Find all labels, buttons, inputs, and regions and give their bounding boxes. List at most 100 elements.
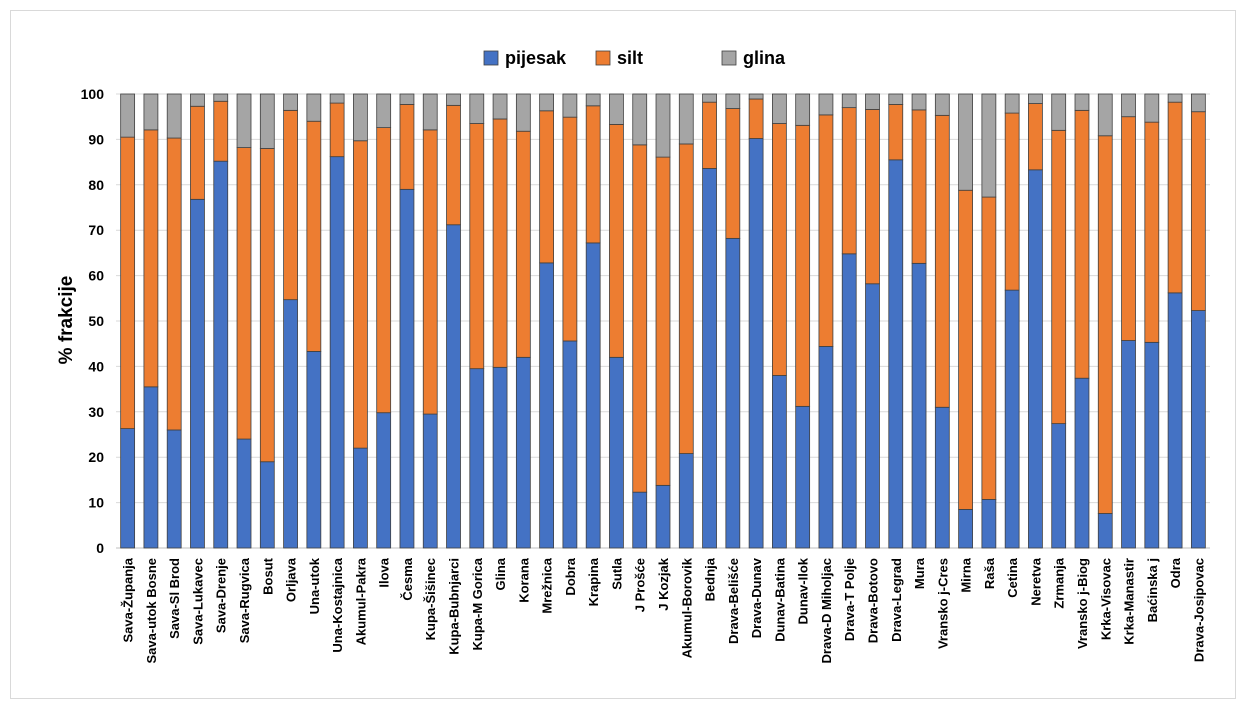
- bar-segment-silt: [1121, 116, 1136, 341]
- bar-segment-glina: [166, 93, 182, 139]
- bar-segment-pijesak: [1144, 341, 1160, 549]
- x-tick-label: Sava-utok Bosne: [144, 558, 159, 663]
- bar-segment-glina: [585, 93, 601, 107]
- bar-segment-glina: [329, 93, 345, 104]
- x-tick-label: Dunav-Batina: [772, 557, 787, 642]
- bar-segment-pijesak: [539, 262, 554, 549]
- bar-segment-pijesak: [562, 340, 578, 549]
- x-tick-label: Ilova: [377, 557, 392, 587]
- legend-swatch-glina: [721, 50, 737, 66]
- chart-frame: [10, 10, 1236, 699]
- bar-segment-silt: [1144, 121, 1160, 343]
- bar-segment-silt: [1028, 103, 1043, 171]
- bar-segment-silt: [283, 109, 298, 301]
- x-tick-label: Vransko j-Cres: [935, 558, 950, 649]
- x-tick-label: Sava-Drenje: [214, 558, 229, 633]
- bar-segment-glina: [632, 93, 648, 146]
- bar-segment-pijesak: [888, 159, 904, 549]
- bar-segment-pijesak: [1004, 289, 1020, 549]
- bar-segment-pijesak: [143, 386, 159, 549]
- bar-segment-silt: [1097, 135, 1113, 514]
- bar-segment-glina: [958, 93, 973, 191]
- bar-segment-pijesak: [702, 168, 717, 549]
- bar-segment-silt: [1167, 101, 1183, 294]
- bar-segment-glina: [376, 93, 392, 128]
- y-tick-label: 10: [88, 495, 104, 511]
- bar-segment-silt: [702, 101, 717, 169]
- bar-segment-pijesak: [1074, 377, 1090, 549]
- x-tick-label: Drava-Dunav: [749, 557, 764, 638]
- x-tick-label: Dunav-Ilok: [796, 557, 811, 624]
- x-tick-label: Mrežnica: [540, 557, 555, 613]
- bar-segment-glina: [888, 93, 904, 105]
- bar-segment-pijesak: [329, 156, 345, 549]
- bar-segment-glina: [818, 93, 834, 116]
- bar-segment-pijesak: [678, 453, 694, 549]
- y-tick-label: 100: [81, 86, 105, 102]
- bars: [120, 93, 1206, 549]
- bar-segment-pijesak: [585, 242, 601, 549]
- x-tick-label: Sava-Rugvica: [237, 557, 252, 643]
- bar-segment-pijesak: [1121, 340, 1136, 549]
- x-tick-label: Drava-Legrad: [889, 558, 904, 642]
- x-tick-label: Odra: [1168, 557, 1183, 588]
- y-tick-label: 50: [88, 313, 104, 329]
- y-tick-label: 40: [88, 358, 104, 374]
- bar-segment-silt: [515, 130, 531, 358]
- x-tick-label: Baćinska j: [1145, 558, 1160, 622]
- bar-segment-silt: [492, 118, 508, 368]
- bar-segment-silt: [1051, 129, 1067, 425]
- bar-segment-pijesak: [190, 198, 205, 549]
- y-tick-label: 0: [96, 540, 104, 556]
- y-tick-label: 60: [88, 268, 104, 284]
- x-tick-label: Drava-Belišće: [726, 558, 741, 644]
- bar-segment-pijesak: [213, 160, 229, 549]
- bar-segment-silt: [236, 147, 252, 440]
- bar-segment-silt: [981, 196, 997, 500]
- bar-segment-silt: [795, 124, 811, 407]
- bar-segment-silt: [655, 156, 671, 486]
- bar-segment-glina: [748, 93, 764, 100]
- bar-segment-pijesak: [841, 253, 857, 549]
- bar-segment-glina: [1028, 93, 1043, 104]
- bar-segment-pijesak: [283, 299, 298, 549]
- bar-segment-glina: [1097, 93, 1113, 137]
- bar-segment-glina: [353, 93, 368, 142]
- legend-label-glina: glina: [743, 48, 786, 68]
- x-tick-label: Drava-Botovo: [865, 558, 880, 643]
- x-tick-label: Glina: [493, 557, 508, 590]
- bar-segment-silt: [562, 116, 578, 342]
- bar-segment-pijesak: [469, 368, 485, 549]
- x-tick-label: Dobra: [563, 557, 578, 595]
- bar-segment-pijesak: [655, 484, 671, 549]
- bar-segment-silt: [1190, 111, 1206, 311]
- x-tick-label: Korana: [516, 557, 531, 603]
- bar-segment-glina: [120, 93, 136, 138]
- x-tick-label: Orljava: [284, 557, 299, 602]
- bar-segment-pijesak: [934, 406, 950, 549]
- bar-segment-silt: [376, 127, 392, 414]
- x-tick-label: Drava-Josipovac: [1191, 558, 1206, 662]
- x-tick-label: Sava-Lukavec: [190, 558, 205, 645]
- bar-segment-glina: [1051, 93, 1067, 131]
- bar-segment-silt: [1074, 109, 1090, 379]
- bar-segment-pijesak: [1051, 423, 1067, 549]
- bar-segment-pijesak: [446, 224, 461, 549]
- bar-segment-glina: [446, 93, 461, 106]
- bar-segment-glina: [1144, 93, 1160, 123]
- bar-segment-silt: [632, 144, 648, 493]
- bar-segment-pijesak: [748, 138, 764, 549]
- bar-segment-silt: [1004, 112, 1020, 291]
- bar-segment-pijesak: [399, 188, 415, 549]
- bar-segment-pijesak: [166, 429, 182, 549]
- x-tick-label: Kupa-M Gorica: [470, 557, 485, 650]
- x-tick-label: Krka-Visovac: [1098, 558, 1113, 640]
- bar-segment-glina: [609, 93, 624, 125]
- bar-segment-glina: [655, 93, 671, 158]
- bar-segment-pijesak: [1097, 513, 1113, 549]
- x-tick-label: Akumul-Pakra: [353, 557, 368, 645]
- bar-segment-silt: [446, 104, 461, 226]
- bar-segment-glina: [678, 93, 694, 145]
- legend: pijesak silt glina: [483, 48, 786, 68]
- bar-segment-glina: [1167, 93, 1183, 103]
